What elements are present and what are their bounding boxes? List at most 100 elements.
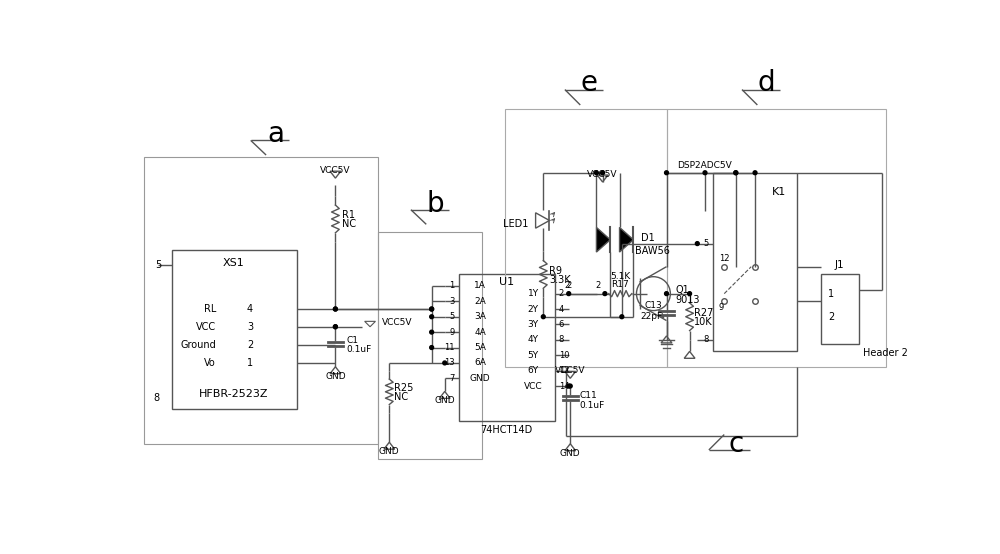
Circle shape <box>688 292 692 295</box>
Text: 1: 1 <box>828 289 834 299</box>
Circle shape <box>443 361 447 365</box>
Text: GND: GND <box>470 374 490 383</box>
Circle shape <box>601 171 605 175</box>
Bar <box>459 274 555 420</box>
Text: 2: 2 <box>247 340 253 350</box>
Text: 6Y: 6Y <box>528 366 539 375</box>
Text: NC: NC <box>394 392 408 402</box>
Text: 8: 8 <box>559 335 564 345</box>
Text: 2Y: 2Y <box>528 305 539 314</box>
Text: J1: J1 <box>835 260 845 270</box>
Text: 10: 10 <box>559 351 569 360</box>
Text: 12: 12 <box>559 366 569 375</box>
Text: 1A: 1A <box>474 281 486 290</box>
Bar <box>378 232 482 459</box>
Circle shape <box>595 171 598 175</box>
Text: VCC5V: VCC5V <box>320 166 351 175</box>
Text: R27: R27 <box>694 308 714 318</box>
Text: Header 2: Header 2 <box>863 348 908 358</box>
Bar <box>713 173 797 351</box>
Text: 5: 5 <box>155 260 161 270</box>
Circle shape <box>703 171 707 175</box>
Circle shape <box>753 171 757 175</box>
Text: Ground: Ground <box>180 340 216 350</box>
Text: 0.1uF: 0.1uF <box>346 345 371 355</box>
Circle shape <box>333 325 337 329</box>
Text: 13: 13 <box>444 358 455 367</box>
Circle shape <box>430 330 434 334</box>
Text: 22pF: 22pF <box>641 312 663 321</box>
Text: b: b <box>427 189 444 218</box>
Text: GND: GND <box>325 372 346 381</box>
Text: 3: 3 <box>247 322 253 332</box>
Circle shape <box>430 315 434 319</box>
Text: 3.3K: 3.3K <box>549 275 571 285</box>
Text: C11: C11 <box>579 391 597 400</box>
Circle shape <box>734 171 738 175</box>
Text: 2A: 2A <box>474 297 486 306</box>
Text: 14: 14 <box>559 382 569 391</box>
Text: VCC: VCC <box>524 382 543 391</box>
Text: HFBR-2523Z: HFBR-2523Z <box>199 389 269 399</box>
Text: 8: 8 <box>703 335 709 345</box>
Text: 1: 1 <box>450 281 455 290</box>
Text: GND: GND <box>560 449 581 458</box>
Text: R25: R25 <box>394 383 413 393</box>
Circle shape <box>665 171 668 175</box>
Text: U1: U1 <box>499 277 514 287</box>
Text: Q1: Q1 <box>676 285 689 295</box>
Text: NC: NC <box>342 219 356 229</box>
Text: BAW56: BAW56 <box>635 247 670 257</box>
Circle shape <box>333 307 337 311</box>
Text: d: d <box>758 69 775 98</box>
Circle shape <box>430 346 434 350</box>
Text: GND: GND <box>379 447 400 456</box>
Text: VCC: VCC <box>196 322 216 332</box>
Circle shape <box>567 292 571 295</box>
Text: 3A: 3A <box>474 312 486 321</box>
Text: C13: C13 <box>645 301 663 310</box>
Circle shape <box>567 384 571 388</box>
Text: 2: 2 <box>559 289 564 298</box>
Text: 6: 6 <box>559 320 564 329</box>
Circle shape <box>430 307 434 311</box>
Text: 2: 2 <box>566 281 572 290</box>
Text: 4A: 4A <box>474 327 486 337</box>
Text: 4Y: 4Y <box>528 335 539 345</box>
Text: 5: 5 <box>450 312 455 321</box>
Text: 10K: 10K <box>694 317 713 327</box>
Circle shape <box>333 307 337 311</box>
Text: 11: 11 <box>444 343 455 352</box>
Circle shape <box>695 242 699 245</box>
Text: DSP2ADC5V: DSP2ADC5V <box>678 161 732 170</box>
Circle shape <box>541 315 545 319</box>
Text: R9: R9 <box>549 265 562 275</box>
Text: 2: 2 <box>596 281 601 290</box>
Text: 1Y: 1Y <box>528 289 539 298</box>
Circle shape <box>603 292 607 295</box>
Text: C1: C1 <box>346 336 358 345</box>
Circle shape <box>665 292 668 295</box>
Circle shape <box>333 325 337 329</box>
Text: 5Y: 5Y <box>528 351 539 360</box>
Text: 4: 4 <box>247 304 253 314</box>
Text: 1: 1 <box>247 358 253 368</box>
Text: 0.1uF: 0.1uF <box>579 401 605 410</box>
Bar <box>820 274 859 343</box>
Text: 12: 12 <box>719 254 729 264</box>
Bar <box>144 157 378 444</box>
Bar <box>666 109 886 367</box>
Text: LED1: LED1 <box>503 219 528 229</box>
Text: 74HCT14D: 74HCT14D <box>480 425 532 435</box>
Text: 9: 9 <box>450 327 455 337</box>
Circle shape <box>620 315 624 319</box>
Text: D1: D1 <box>641 233 655 243</box>
Polygon shape <box>596 227 610 252</box>
Text: 2: 2 <box>828 312 834 322</box>
Text: Vo: Vo <box>204 358 216 368</box>
Text: XS1: XS1 <box>223 258 245 268</box>
Text: 5A: 5A <box>474 343 486 352</box>
Text: 6A: 6A <box>474 358 486 367</box>
Circle shape <box>734 171 738 175</box>
Text: RL: RL <box>204 304 216 314</box>
